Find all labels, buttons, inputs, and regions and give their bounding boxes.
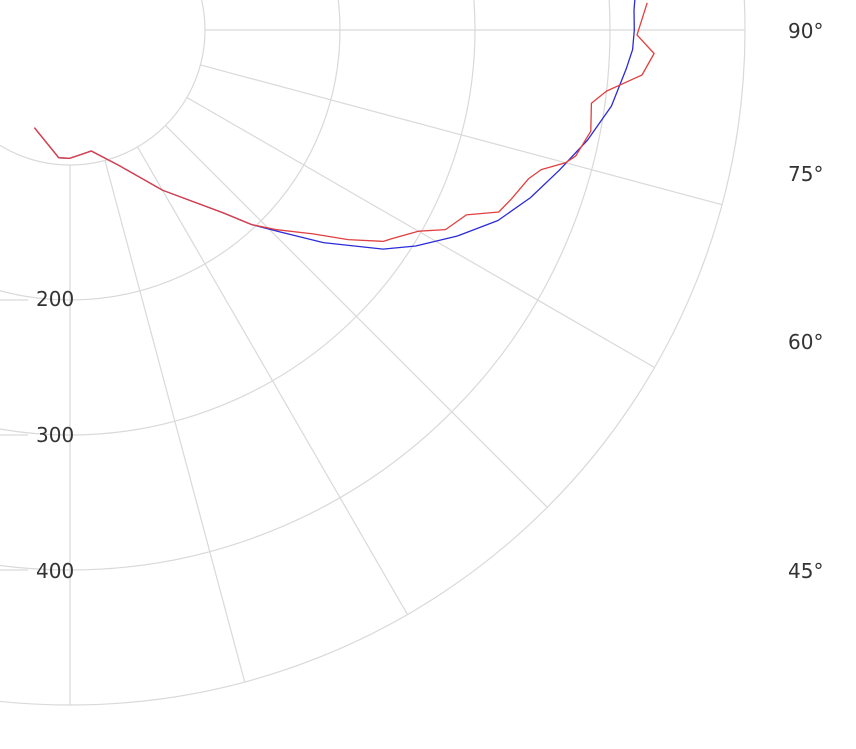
spoke-60 bbox=[186, 96, 655, 369]
grid-circle-400 bbox=[0, 0, 611, 571]
grid-circle-300 bbox=[0, 0, 476, 436]
radial-tick-label: 300 bbox=[36, 423, 74, 447]
spoke-30 bbox=[136, 146, 409, 615]
spoke-75 bbox=[200, 64, 723, 206]
grid-circle-100 bbox=[0, 0, 206, 166]
series-line-1 bbox=[33, 0, 636, 250]
grid-circle-200 bbox=[0, 0, 341, 301]
polar-grid bbox=[0, 0, 746, 706]
grid-circle-500 bbox=[0, 0, 746, 706]
tick-labels: 200 300 400 90° 75° 60° 45° bbox=[36, 19, 823, 583]
radial-tick-label: 200 bbox=[36, 287, 74, 311]
angular-tick-label: 75° bbox=[788, 162, 823, 186]
spoke-45 bbox=[165, 125, 548, 508]
angular-tick-label: 90° bbox=[788, 19, 823, 43]
spoke-15 bbox=[104, 160, 246, 683]
angular-tick-label: 60° bbox=[788, 330, 823, 354]
radial-tick-label: 400 bbox=[36, 559, 74, 583]
angular-tick-label: 45° bbox=[788, 559, 823, 583]
series-lines bbox=[33, 0, 655, 250]
series-line-2 bbox=[33, 2, 655, 243]
